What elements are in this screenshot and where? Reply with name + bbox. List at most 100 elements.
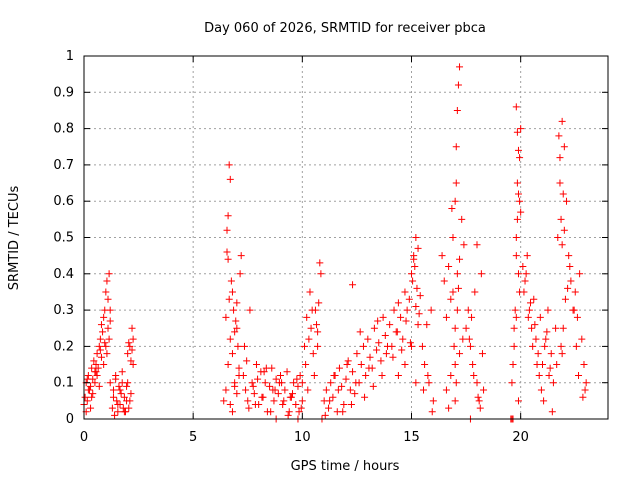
data-point [239, 371, 247, 379]
data-point [357, 361, 365, 369]
data-point [560, 226, 568, 234]
data-point [453, 106, 461, 114]
data-point [425, 379, 433, 387]
data-point [535, 371, 543, 379]
data-point [106, 317, 114, 325]
data-point [262, 364, 270, 372]
data-point [83, 375, 91, 383]
data-point [465, 335, 473, 343]
data-point [309, 350, 317, 358]
data-point [258, 393, 266, 401]
data-point [310, 371, 318, 379]
data-point [373, 346, 381, 354]
data-point [228, 288, 236, 296]
data-point [451, 197, 459, 205]
data-point [103, 277, 111, 285]
data-point [366, 353, 374, 361]
data-point [548, 408, 556, 416]
data-point [452, 143, 460, 151]
data-point [509, 361, 517, 369]
data-point [382, 350, 390, 358]
data-point [513, 179, 521, 187]
data-point [129, 335, 137, 343]
data-point [475, 397, 483, 405]
data-point [81, 393, 89, 401]
chart-title: Day 060 of 2026, SRMTID for receiver pbc… [204, 21, 486, 36]
data-point [236, 270, 244, 278]
data-point [541, 342, 549, 350]
data-point [394, 371, 402, 379]
y-axis-label: SRMTID / TECUs [7, 186, 22, 291]
data-point [338, 382, 346, 390]
data-point [573, 313, 581, 321]
data-point [427, 306, 435, 314]
data-point [537, 386, 545, 394]
data-point [286, 393, 294, 401]
data-point [112, 375, 120, 383]
data-point [517, 208, 525, 216]
data-point [245, 404, 253, 412]
data-point [478, 350, 486, 358]
data-point [250, 390, 258, 398]
data-point [349, 281, 357, 289]
data-point [456, 63, 464, 71]
data-point [412, 234, 420, 241]
data-point [454, 284, 462, 292]
data-point [576, 270, 584, 278]
data-point [415, 310, 423, 318]
data-point [232, 317, 240, 325]
data-point [231, 382, 239, 390]
data-point [453, 270, 461, 278]
x-tick-label: 5 [189, 430, 197, 445]
data-point [514, 270, 522, 278]
data-point [477, 270, 485, 278]
data-point [557, 215, 565, 223]
data-point [246, 306, 254, 314]
data-point [353, 350, 361, 358]
data-point [512, 234, 520, 241]
data-point [233, 324, 241, 332]
data-point [511, 306, 519, 314]
data-point [269, 386, 277, 394]
data-point [540, 397, 548, 405]
data-point [526, 299, 534, 307]
y-tick-label: 0.6 [53, 194, 74, 209]
data-point [228, 350, 236, 358]
data-point [326, 397, 334, 405]
data-point [101, 339, 109, 347]
data-point [531, 321, 539, 329]
data-point [416, 292, 424, 300]
data-point [369, 382, 377, 390]
data-point [279, 400, 287, 408]
data-point [547, 350, 555, 358]
data-point [388, 342, 396, 350]
data-point [294, 382, 302, 390]
data-point [549, 379, 557, 387]
data-point [292, 400, 300, 408]
data-point [93, 350, 101, 358]
data-point [234, 342, 242, 350]
y-tick-label: 0.7 [53, 158, 74, 173]
data-point [296, 371, 304, 379]
data-point [251, 400, 259, 408]
data-point [390, 306, 398, 314]
data-point [87, 404, 95, 412]
data-point [565, 252, 573, 260]
data-point [464, 306, 472, 314]
data-point [557, 342, 565, 350]
data-point [314, 328, 322, 336]
data-point [105, 335, 113, 343]
data-point [88, 364, 96, 372]
data-point [379, 313, 387, 321]
data-point [90, 357, 98, 365]
data-point [510, 324, 518, 332]
data-point [377, 357, 385, 365]
x-tick-label: 20 [512, 430, 529, 445]
data-point [88, 393, 96, 401]
data-point [581, 386, 589, 394]
data-point [470, 371, 478, 379]
data-point [128, 346, 136, 354]
data-point [519, 263, 527, 271]
data-point [248, 379, 256, 387]
